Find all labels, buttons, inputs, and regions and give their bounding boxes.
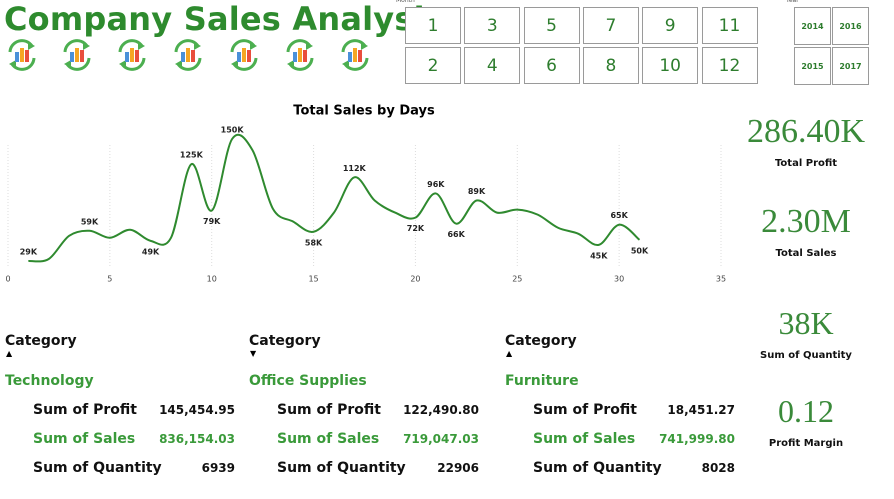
measure-value: 145,454.95 — [159, 403, 235, 417]
x-tick-label: 30 — [614, 275, 624, 284]
data-label: 29K — [20, 248, 38, 257]
icon-row — [7, 39, 370, 71]
measure-label: Sum of Sales — [533, 431, 636, 447]
month-button[interactable]: 3 — [464, 7, 521, 44]
month-button[interactable]: 11 — [701, 7, 758, 44]
month-button[interactable]: 9 — [642, 7, 699, 44]
measure-value: 18,451.27 — [667, 403, 735, 417]
x-tick-label: 20 — [410, 275, 420, 284]
data-label: 112K — [343, 164, 367, 173]
category-name: Technology — [5, 373, 94, 389]
category-name: Office Supplies — [249, 373, 367, 389]
month-button[interactable]: 8 — [582, 47, 639, 84]
kpi-label: Total Profit — [774, 158, 838, 169]
category-header: Category — [505, 333, 577, 349]
measure-value: 8028 — [701, 461, 735, 475]
data-label: 125K — [180, 151, 204, 160]
month-button[interactable]: 6 — [523, 47, 580, 84]
data-label: 45K — [590, 251, 608, 260]
kpi-value: 286.40K — [746, 113, 866, 150]
measure-value: 741,999.80 — [659, 432, 735, 446]
sales-line — [28, 133, 641, 263]
measure-value: 6939 — [201, 461, 235, 475]
month-button[interactable]: 4 — [464, 47, 521, 84]
kpi-label: Total Sales — [775, 248, 837, 259]
measure-value: 836,154.03 — [159, 432, 235, 446]
sort-arrow: ▲ — [506, 349, 513, 358]
year-button[interactable]: 2015 — [794, 47, 831, 85]
year-button[interactable]: 2017 — [832, 47, 869, 85]
x-tick-label: 10 — [207, 275, 217, 284]
measure-label: Sum of Sales — [33, 431, 136, 447]
measure-label: Sum of Quantity — [277, 460, 406, 476]
data-label: 49K — [142, 247, 160, 256]
year-button[interactable]: 2016 — [832, 7, 869, 45]
kpi-label: Profit Margin — [768, 438, 844, 449]
category-name: Furniture — [505, 373, 579, 389]
data-label: 66K — [447, 230, 465, 239]
data-label: 79K — [203, 217, 221, 226]
data-label: 65K — [610, 211, 628, 220]
measure-label: Sum of Profit — [533, 402, 637, 418]
slicer-caption: Year — [786, 0, 799, 4]
kpi-value: 38K — [778, 305, 834, 341]
x-tick-label: 25 — [512, 275, 522, 284]
data-label: 96K — [427, 180, 445, 189]
data-label: 72K — [407, 224, 425, 233]
measure-label: Sum of Quantity — [533, 460, 662, 476]
x-tick-label: 15 — [308, 275, 318, 284]
month-button[interactable]: 2 — [405, 47, 461, 84]
sort-arrow: ▼ — [250, 349, 257, 358]
year-button[interactable]: 2014 — [794, 7, 831, 45]
measure-value: 122,490.80 — [403, 403, 479, 417]
slicer-caption: Month — [396, 0, 415, 4]
line-chart: Total Sales by Days 0 5 10 15 20 25 30 35 29K 59K 4… — [5, 104, 726, 284]
month-button[interactable]: 10 — [642, 47, 699, 84]
month-button[interactable]: 12 — [701, 47, 758, 84]
kpi-value: 2.30M — [761, 203, 851, 240]
data-label: 59K — [81, 217, 99, 226]
measure-label: Sum of Sales — [277, 431, 380, 447]
month-button[interactable]: 1 — [405, 7, 461, 44]
x-tick-label: 0 — [5, 275, 10, 284]
data-label: 150K — [221, 126, 245, 135]
page-title: Company Sales Analysis — [4, 0, 445, 38]
measure-label: Sum of Profit — [33, 402, 137, 418]
data-label: 89K — [468, 187, 486, 196]
category-header: Category — [249, 333, 321, 349]
kpi-value: 0.12 — [778, 393, 834, 429]
measure-label: Sum of Quantity — [33, 460, 162, 476]
x-tick-label: 5 — [107, 275, 112, 284]
month-button[interactable]: 5 — [523, 7, 580, 44]
measure-value: 22906 — [437, 461, 479, 475]
sort-arrow: ▲ — [6, 349, 13, 358]
data-label: 50K — [631, 246, 649, 255]
x-tick-label: 35 — [716, 275, 726, 284]
measure-label: Sum of Profit — [277, 402, 381, 418]
measure-value: 719,047.03 — [403, 432, 479, 446]
data-label: 58K — [305, 238, 323, 247]
kpi-label: Sum of Quantity — [760, 350, 852, 361]
category-header: Category — [5, 333, 77, 349]
chart-title: Total Sales by Days — [293, 104, 435, 119]
month-button[interactable]: 7 — [582, 7, 639, 44]
